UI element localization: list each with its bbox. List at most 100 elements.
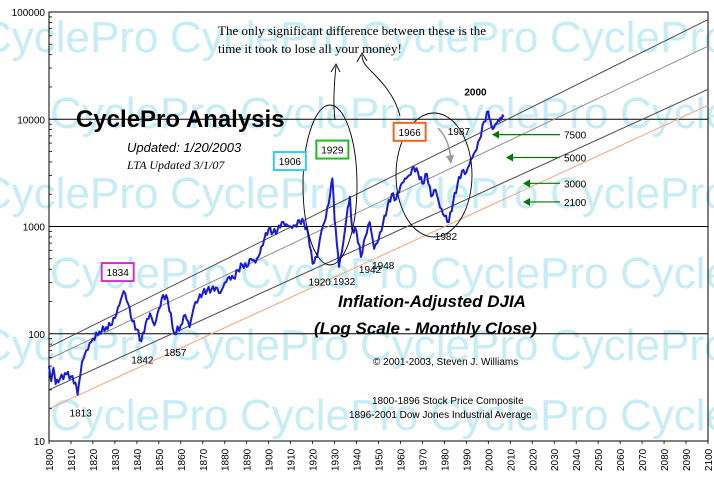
year-label-2000: 2000 [464,88,487,99]
watermark-text: CyclePro [550,321,714,370]
grid-lines [48,11,709,442]
x-tick-label: 1900 [265,448,276,471]
watermark-text: CyclePro [50,391,229,440]
year-label-1932: 1932 [333,277,356,288]
boxed-label-frame-1834 [100,262,135,283]
boxed-label-1834: 1834 [107,268,130,279]
target-label-2100: 2100 [564,198,587,209]
annotation-pointer-right [361,54,401,117]
boxed-label-frame-1966 [392,121,427,142]
target-label-3000: 3000 [564,179,587,190]
chart-subtitle: (Log Scale - Monthly Close) [314,319,537,338]
x-tick-label: 1860 [177,448,188,471]
x-tick-label: 2030 [550,448,561,471]
x-tick-label: 1810 [67,448,78,471]
watermark-text: CyclePro [550,13,714,62]
x-tick-label: 2070 [638,448,649,471]
target-arrow-head [506,153,513,162]
x-tick-label: 2010 [506,448,517,471]
x-tick-label: 1930 [331,448,342,471]
year-label-1857: 1857 [164,348,187,359]
x-tick-label: 1940 [353,448,364,471]
boxed-label-1929: 1929 [321,146,344,157]
watermark-text: CyclePro [360,321,539,370]
x-tick-label: 1950 [375,448,386,471]
y-tick-label: 10 [34,437,46,448]
watermark-text: CyclePro [620,249,714,298]
y-tick-label: 10000 [17,115,45,126]
series-layer [48,110,505,396]
year-label-1942: 1942 [359,265,382,276]
x-tick-label: 1890 [243,448,254,471]
year-label-1813: 1813 [70,409,93,420]
annotation-layer [302,52,473,266]
brand-title: CyclePro Analysis [76,106,285,133]
channel-line [48,45,709,360]
watermark-text: CyclePro [0,321,159,370]
annotation-pointer-right-head [356,52,368,63]
series-line-djia [48,110,505,396]
boxed-label-frame-1906 [272,151,307,172]
chart-title: Inflation-Adjusted DJIA [338,292,526,311]
annotation-loop-1929 [302,104,358,266]
x-tick-label: 1850 [155,448,166,471]
x-tick-label: 1960 [396,448,407,471]
target-arrow-head [492,130,499,139]
channel-line [48,19,709,348]
watermark-text: CyclePro [0,13,159,62]
target-arrow-head [523,179,530,188]
boxed-label-frame-1929 [315,139,350,160]
x-tick-label: 1840 [133,448,144,471]
x-tick-label: 2000 [484,448,495,471]
watermark-text: CyclePro [170,13,349,62]
x-tick-label: 2060 [616,448,627,471]
copyright: © 2001-2003, Steven J. Williams [373,357,518,368]
target-label-5000: 5000 [564,154,587,165]
annotation-pointer-left-head [330,63,341,73]
boxed-label-1906: 1906 [279,157,302,168]
x-tick-label: 2100 [704,448,714,471]
x-tick-label: 2040 [572,448,583,471]
watermark-text: CyclePro [620,89,714,138]
boxed-label-1966: 1966 [399,128,422,139]
watermark-text: CyclePro [0,169,159,218]
watermark-text: CyclePro [550,169,714,218]
x-tick-label: 1910 [287,448,298,471]
watermark-text: CyclePro [50,89,229,138]
x-tick-label: 1820 [89,448,100,471]
year-label-1842: 1842 [131,355,154,366]
watermark-text: CyclePro [170,321,349,370]
x-tick-label: 1830 [111,448,122,471]
year-label-1987: 1987 [448,127,471,138]
x-tick-label: 1920 [309,448,320,471]
watermark-text: CyclePro [360,169,539,218]
annotation-loop-1966 [395,112,473,238]
year-label-1920: 1920 [309,278,332,289]
channel-line [48,104,709,410]
annotation-line-1: The only significant difference between … [218,23,486,38]
y-tick-label: 1000 [23,223,46,234]
annotation-pointer-left [333,65,337,121]
year-label-1982: 1982 [435,232,458,243]
x-tick-label: 1990 [462,448,473,471]
y-tick-label: 100 [28,330,45,341]
lta-updated: LTA Updated 3/1/07 [126,158,225,172]
watermark-text: CyclePro [240,89,419,138]
watermark-text: CyclePro [240,391,419,440]
x-tick-label: 2050 [594,448,605,471]
x-tick-label: 2020 [528,448,539,471]
x-tick-label: 1800 [45,448,56,471]
target-label-7500: 7500 [564,131,587,142]
x-tick-label: 1980 [440,448,451,471]
watermark-layer: CycleProCycleProCycleProCycleProCyclePro… [0,13,714,440]
source-note-2: 1896-2001 Dow Jones Industrial Average [349,410,532,421]
axes: 10 100 1000 10000 100000 1800 1810 1820 1830 1840… [12,8,714,471]
watermark-text: CyclePro [240,249,419,298]
year-label-1948: 1948 [372,261,395,272]
watermark-text: CyclePro [620,391,714,440]
x-tick-label: 1880 [221,448,232,471]
watermark-text: CyclePro [50,249,229,298]
watermark-text: CyclePro [360,13,539,62]
